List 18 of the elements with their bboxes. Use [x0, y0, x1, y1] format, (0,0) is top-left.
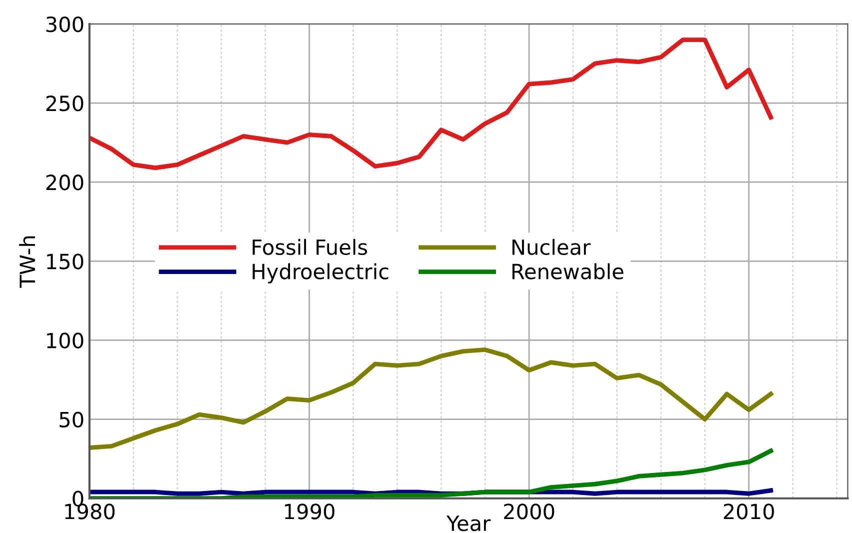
x-axis-title: Year	[446, 516, 491, 532]
x-tick-label: 2000	[504, 504, 554, 520]
legend-label: Renewable	[512, 263, 624, 280]
legend-label: Nuclear	[512, 238, 591, 256]
x-tick-label: 2010	[724, 504, 774, 520]
x-tick-label: 1990	[285, 504, 334, 520]
y-axis-title: TW-h	[19, 236, 35, 288]
y-tick-label: 100	[47, 332, 84, 348]
y-tick-label: 150	[47, 254, 84, 270]
y-tick-label: 300	[46, 16, 84, 32]
y-tick-label: 200	[46, 174, 84, 190]
legend-label: Hydroelectric	[252, 263, 388, 284]
line-series	[89, 347, 774, 450]
y-tick-label: 250	[46, 96, 84, 112]
legend-label: Fossil Fuels	[252, 238, 368, 256]
y-tick-label: 50	[60, 412, 84, 428]
line-series	[89, 38, 774, 170]
line-series	[89, 448, 774, 498]
